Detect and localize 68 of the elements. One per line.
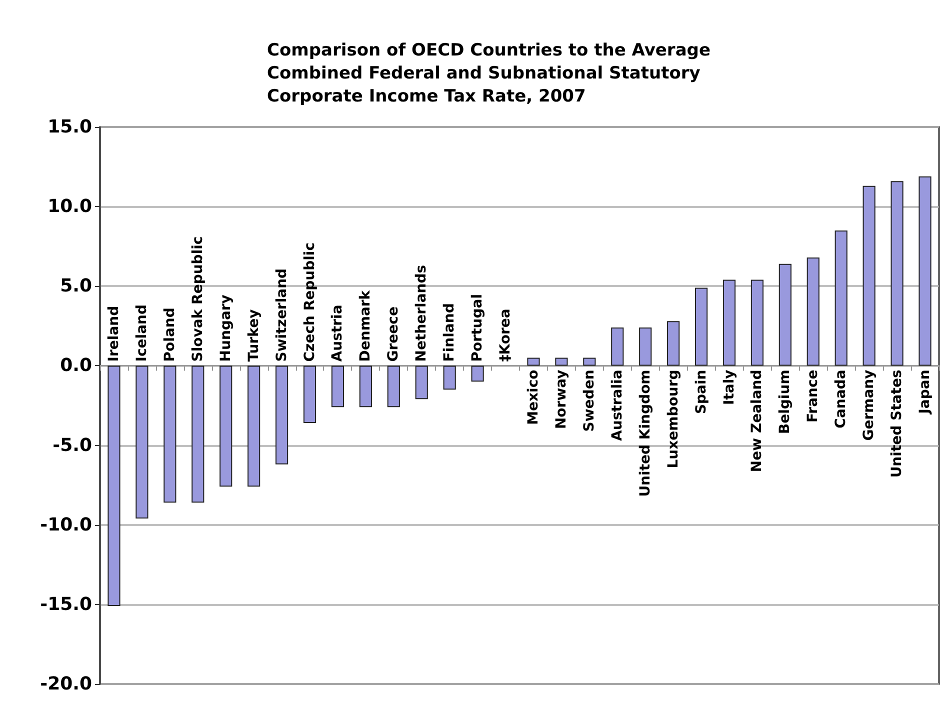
bar (359, 366, 372, 408)
bar (192, 366, 204, 503)
bar (750, 280, 764, 366)
y-tick-label: 10.0 (48, 196, 92, 218)
y-tick-label: 15.0 (48, 116, 92, 138)
x-tick-label: Austria (330, 304, 346, 362)
bar (778, 264, 792, 366)
x-tick-label: Czech Republic (302, 242, 318, 362)
bar (527, 358, 540, 366)
x-tick-label: Netherlands (414, 264, 430, 362)
bar (806, 257, 820, 366)
x-tick-label: France (805, 370, 822, 422)
x-tick-label: New Zealand (749, 370, 766, 472)
x-tick-label: Australia (609, 370, 626, 441)
y-tick-label: 5.0 (60, 276, 92, 297)
bar (862, 186, 876, 366)
x-tick-label: Ireland (106, 306, 122, 362)
x-tick-label: Denmark (358, 290, 374, 362)
x-tick-label: Finland (442, 303, 458, 362)
bar (611, 328, 624, 366)
bar (639, 328, 652, 366)
x-tick-label: Mexico (525, 369, 542, 425)
x-tick-label: Luxembourg (665, 370, 682, 468)
bar (275, 366, 288, 464)
y-tick-label: 0.0 (60, 355, 92, 376)
x-tick-label: Spain (693, 370, 710, 414)
x-tick-label: Norway (553, 370, 570, 430)
y-tick-label: -20.0 (40, 674, 92, 694)
chart-title: Comparison of OECD Countries to the Average Combined Federal and Subnational Statutory Corporate Income Tax Rate, 2007 (267, 40, 710, 106)
x-tick-label: Poland (162, 308, 178, 362)
bar (164, 366, 176, 503)
bar (331, 366, 344, 408)
bar (303, 366, 316, 424)
x-tick-label: United States (889, 370, 906, 478)
bar (722, 280, 736, 366)
bar (834, 230, 848, 366)
x-tick-label: Turkey (246, 309, 262, 362)
x-tick-label: Portugal (470, 294, 486, 362)
bar (443, 366, 456, 390)
bar (890, 181, 904, 366)
bar (694, 288, 708, 366)
x-tick-label: Sweden (581, 370, 598, 432)
y-tick-label: -15.0 (40, 594, 92, 615)
x-tick-label: Italy (721, 370, 738, 405)
x-tick-label: Japan (917, 370, 934, 415)
y-tick-label: -5.0 (52, 434, 92, 456)
x-tick-label: Canada (833, 370, 850, 428)
x-tick-label: Slovak Republic (190, 236, 206, 362)
bar (108, 366, 120, 606)
bar (667, 321, 680, 366)
x-tick-label: ‡Korea (498, 308, 514, 362)
x-tick-label: Belgium (777, 370, 794, 434)
bar (471, 366, 484, 382)
x-tick-label: Iceland (134, 304, 150, 362)
bar (136, 366, 148, 518)
bar (415, 366, 428, 400)
bar (248, 366, 260, 487)
x-tick-label: Greece (386, 306, 402, 362)
x-tick-label: United Kingdom (637, 370, 654, 497)
x-tick-label: Germany (861, 370, 878, 441)
bar (555, 358, 568, 366)
y-tick-label: -10.0 (40, 514, 92, 536)
bar (583, 358, 596, 366)
bar (220, 366, 232, 487)
bar (918, 176, 932, 366)
x-tick-label: Hungary (218, 294, 234, 362)
bar (387, 366, 400, 408)
x-tick-label: Switzerland (274, 268, 290, 362)
